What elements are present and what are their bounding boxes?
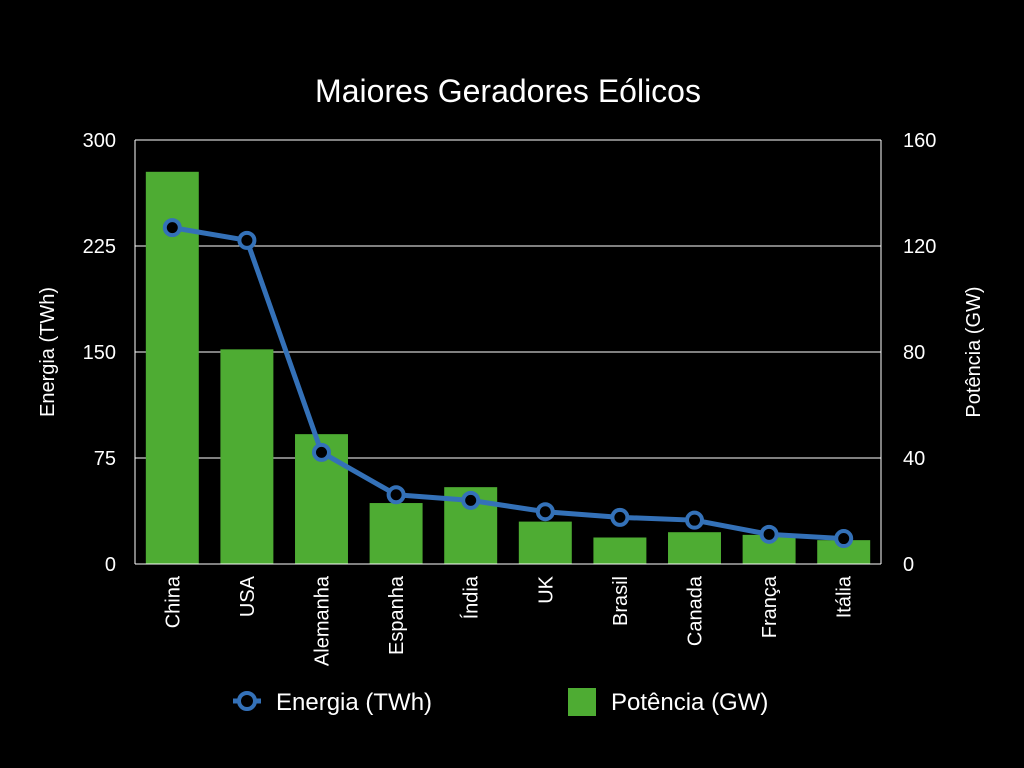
legend-bar-swatch [568,688,596,716]
y-tick-right: 0 [903,554,914,576]
line-series [162,218,854,549]
legend-item-line: Energia (TWh) [233,689,432,716]
line-point [759,524,779,544]
y-axis-left-label: Energia (TWh) [37,287,59,417]
legend: Energia (TWh) Potência (GW) [233,688,768,716]
y-tick-left: 0 [105,554,116,576]
bar [817,540,871,564]
x-tick-label: USA [237,575,259,617]
bar [518,521,572,564]
x-tick-label: Brasil [610,576,632,626]
y-tick-right: 80 [903,342,925,364]
y-tick-right: 160 [903,130,936,152]
y-axis-right-label: Potência (GW) [963,286,985,417]
y-tick-right: 40 [903,448,925,470]
axes: 0 0 75 40 150 80 225 120 300 160 China USA Alemanha E… [83,130,937,666]
legend-line-label: Energia (TWh) [276,689,432,716]
line-point [312,442,331,462]
line-point [685,510,704,530]
x-tick-label: Espanha [386,575,408,655]
line-point [162,218,182,238]
chart-title: Maiores Geradores Eólicos [315,73,701,109]
y-tick-left: 300 [83,130,116,152]
y-tick-left: 150 [83,342,116,364]
line-point [461,490,481,510]
x-tick-label: Canada [685,575,707,646]
legend-line-point [237,691,257,711]
y-tick-right: 120 [903,236,936,258]
bar [145,171,199,565]
line-point [834,529,854,549]
line-point [535,502,555,522]
bar [593,537,647,564]
legend-bar-label: Potência (GW) [611,689,768,716]
x-tick-label: China [162,575,184,628]
bar [220,349,274,564]
y-tick-left: 75 [94,448,116,470]
bar [369,503,423,564]
line-point [386,485,406,505]
x-tick-label: UK [535,575,557,603]
legend-item-bar: Potência (GW) [568,688,768,716]
x-tick-label: Índia [460,575,483,619]
line-point [610,507,630,527]
x-tick-label: Alemanha [312,575,334,666]
x-tick-label: França [759,575,781,638]
line-point [237,230,257,250]
bar [668,532,721,564]
line-path [171,225,844,542]
y-tick-left: 225 [83,236,116,258]
x-tick-label: Itália [834,575,856,618]
